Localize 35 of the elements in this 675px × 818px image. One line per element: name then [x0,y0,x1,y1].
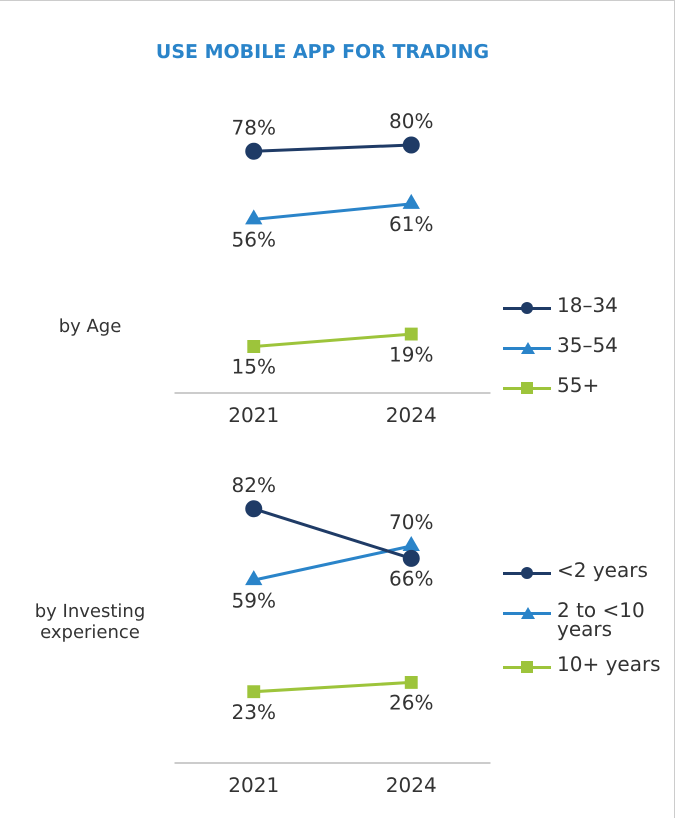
legend-label: 10+ years [557,652,661,676]
chart-title: USE MOBILE APP FOR TRADING [154,41,490,63]
point [402,550,420,567]
point [404,328,418,341]
data-label: 15% [232,354,276,379]
x-tick-label: 2024 [386,773,437,798]
point [246,572,262,586]
y-axis-title: by Age [58,316,122,337]
data-label: 70% [389,510,434,534]
point [245,500,262,518]
data-label: 59% [232,588,276,612]
x-tick-label: 2024 [386,403,437,428]
legend-label: 35–54 [557,333,618,357]
point [404,676,418,689]
data-label: 78% [232,115,276,140]
data-label: 56% [232,228,276,252]
legend-label: 55+ [557,373,600,397]
y-axis-title: by Investing experience [34,601,146,643]
data-label: 66% [389,566,434,591]
point [402,136,420,154]
data-label: 19% [389,342,434,366]
point [245,142,262,160]
point [404,538,419,551]
data-label: 82% [232,473,276,498]
x-tick-label: 2021 [228,403,280,428]
data-label: 23% [232,700,276,724]
data-label: 80% [389,109,434,134]
legend-label: 2 to <10 years [557,598,646,641]
data-label: 26% [389,690,434,715]
point [247,340,260,353]
data-label: 61% [389,212,434,236]
point [247,685,260,698]
x-tick-label: 2021 [228,773,280,798]
legend-label: 18–34 [557,293,618,317]
legend-label: <2 years [557,558,648,582]
